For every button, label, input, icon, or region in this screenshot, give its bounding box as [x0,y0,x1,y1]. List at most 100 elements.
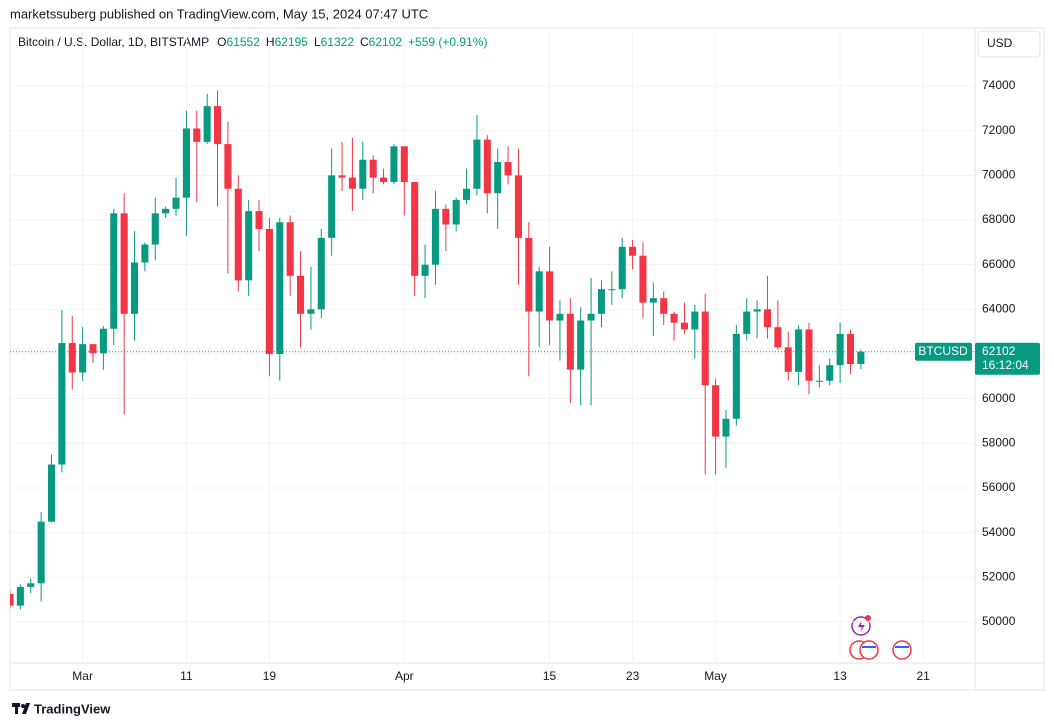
candle-body [317,237,325,310]
candle-body [110,213,118,329]
candle-body [307,309,315,314]
candle-body [16,586,24,606]
candle-body [826,365,834,381]
price-tag-text: 62102 [982,344,1016,358]
candle-body [151,213,159,245]
candle-body [380,177,388,183]
candle-body [815,380,823,382]
candle-body [286,222,294,276]
candle-body [670,313,678,323]
candle-body [546,271,554,321]
y-tick-label: 50000 [982,614,1016,628]
currency[interactable]: USD [987,36,1013,50]
close-value: 62102 [369,35,403,49]
x-tick-label: Apr [395,669,414,683]
candle-body [732,333,740,419]
candle-body [10,594,14,606]
candle-body [47,464,56,522]
x-tick-label: 13 [833,669,847,683]
change: +559 (+0.91%) [408,35,487,49]
y-tick-label: 56000 [982,480,1016,494]
candle-body [369,159,377,178]
candle-body [452,199,460,225]
candle-body [442,208,450,225]
candle-body [660,298,668,314]
x-tick-label: 23 [626,669,640,683]
candle-body [618,246,626,290]
candle-body [130,262,139,314]
x-tick-label: Mar [72,669,93,683]
candle-body [649,298,657,303]
candle-body [203,106,211,142]
candle-body [99,328,107,354]
x-tick-label: May [704,669,727,683]
candle-body [193,128,201,142]
candle-body [276,222,284,354]
candle-body [680,322,688,330]
candle-body [68,343,76,373]
candle-body [639,255,647,303]
price-tag [975,342,1040,375]
candle-body [390,146,398,183]
candle-body [328,175,336,238]
symbol-legend: Bitcoin / U.S. Dollar, 1D, BITSTAMP O 6155… [18,35,487,49]
y-tick-label: 70000 [982,168,1016,182]
publisher: marketssuberg published on TradingView.c… [10,6,428,21]
y-tick-label: 64000 [982,302,1016,316]
candle-body [504,161,512,176]
candle-body [421,264,429,276]
candle-body [411,182,419,276]
currency-button[interactable] [977,30,1041,58]
candle-body [338,175,346,178]
candle-body [483,139,491,194]
x-tick-label: 15 [543,669,557,683]
chart-frame [9,27,1045,691]
candle-body [784,347,792,372]
candle-body [120,213,128,314]
candle-body [556,313,564,321]
candle-body [846,333,855,365]
candle-body [763,309,772,328]
candle-body [265,228,273,354]
candle-body [701,311,709,386]
candle-body [535,271,543,312]
candle-body [805,329,813,381]
candle-body [79,344,87,373]
high-value: 62195 [275,35,309,49]
candle-body [37,521,45,584]
y-tick-label: 66000 [982,257,1016,271]
low-value: 61322 [321,35,355,49]
y-tick-label: 58000 [982,435,1016,449]
candle-body [431,208,439,265]
y-tick-label: 60000 [982,391,1016,405]
candle-body [608,289,616,291]
candle-body [182,128,190,198]
symbol-info: Bitcoin / U.S. Dollar, 1D, BITSTAMP [18,35,209,49]
candles [10,90,865,610]
candle-body [566,313,574,370]
candle-body [525,237,533,312]
candle-body [27,583,35,587]
candle-body [774,327,782,348]
candle-body [514,175,522,238]
brand: TradingView [34,701,111,716]
candle-body [213,106,222,145]
candle-body [743,311,751,334]
candle-body [629,246,637,256]
candle-body [836,333,844,366]
candle-body [141,244,149,263]
candle-body [89,344,97,354]
candle-body [473,139,481,189]
candle-body [597,289,605,314]
y-tick-label: 72000 [982,123,1016,137]
candle-body [348,177,356,189]
candle-body [400,146,408,183]
open-value: 61552 [227,35,261,49]
y-tick-label: 52000 [982,569,1016,583]
candle-body [58,343,66,465]
candle-body [753,309,761,312]
countdown: 16:12:04 [982,358,1029,372]
close-label: C [360,35,369,49]
